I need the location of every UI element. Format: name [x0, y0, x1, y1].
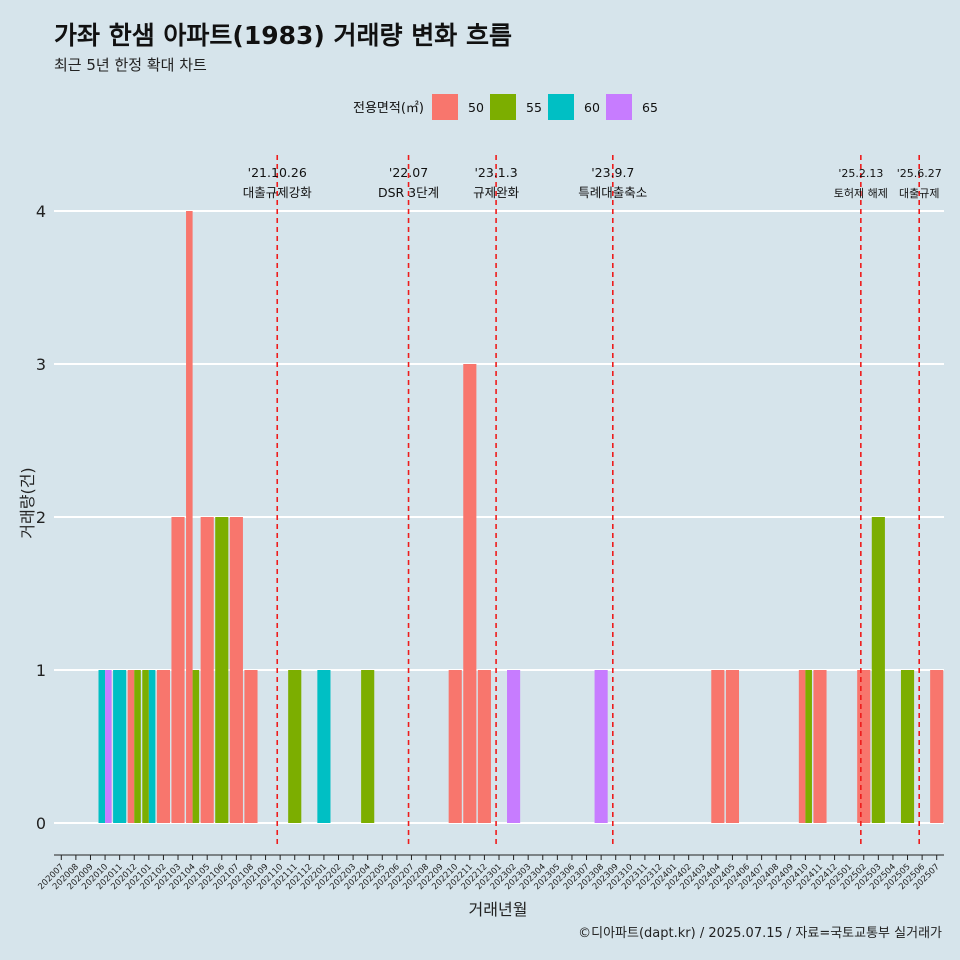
bar-202010-65: [105, 670, 112, 823]
event-label-2: 규제완화: [473, 185, 520, 200]
event-label-3: 특례대출축소: [578, 185, 647, 200]
bar-202011-60: [113, 670, 127, 823]
bar-202410-55: [805, 670, 812, 823]
legend-label-50: 50: [468, 100, 484, 115]
x-axis: 2020072020082020092020102020112020122021…: [36, 854, 944, 892]
legend-swatch-50: [432, 94, 458, 120]
bar-202201-60: [317, 670, 331, 823]
legend-swatch-60: [548, 94, 574, 120]
bar-202404-50: [711, 670, 725, 823]
bar-202210-50: [448, 670, 462, 823]
legend-swatch-55: [490, 94, 516, 120]
bar-202211-50: [463, 364, 477, 823]
legend-title: 전용면적(㎡): [353, 101, 424, 116]
bar-202101-55: [142, 670, 149, 823]
y-tick-label-1: 1: [36, 661, 46, 680]
legend: 전용면적(㎡) 50 55 60 65: [353, 94, 658, 120]
legend-label-55: 55: [526, 100, 542, 115]
bar-202010-60: [98, 670, 106, 823]
source-caption: ©디아파트(dapt.kr) / 2025.07.15 / 자료=국토교통부 실…: [578, 926, 942, 941]
bar-202105-50: [200, 517, 214, 823]
bar-202107-50: [229, 517, 243, 823]
bar-202505-55: [900, 670, 915, 823]
bars: [98, 211, 944, 823]
legend-label-60: 60: [584, 100, 600, 115]
event-label-5: 대출규제: [899, 187, 939, 200]
event-label-0: 대출규제강화: [243, 185, 313, 200]
bar-202410-50: [798, 670, 806, 823]
bar-202111-55: [288, 670, 302, 823]
event-date-4: '25.2.13: [838, 167, 883, 180]
bar-202502-50: [857, 670, 871, 823]
bar-202101-60: [148, 670, 156, 823]
y-tick-label-4: 4: [36, 202, 46, 221]
y-tick-label-2: 2: [36, 508, 46, 527]
event-label-4: 토허제 해제: [834, 186, 888, 200]
bar-202104-55: [192, 670, 200, 823]
legend-swatch-65: [606, 94, 632, 120]
bar-202104-50: [186, 211, 193, 823]
y-axis-title: 거래량(건): [18, 467, 37, 538]
bar-202102-50: [156, 670, 170, 823]
bar-202308-65: [594, 670, 608, 823]
bar-202212-50: [477, 670, 491, 823]
event-date-0: '21.10.26: [248, 165, 307, 180]
bar-202106-55: [215, 517, 229, 823]
bar-202507-50: [930, 670, 944, 823]
event-date-2: '23.1.3: [474, 165, 517, 180]
event-date-1: '22.07: [389, 165, 428, 180]
x-axis-title: 거래년월: [469, 900, 528, 919]
bar-202204-55: [361, 670, 375, 823]
chart-subtitle: 최근 5년 한정 확대 차트: [54, 56, 207, 74]
bar-202503-55: [871, 517, 885, 823]
event-date-5: '25.6.27: [897, 167, 942, 180]
bar-202012-50: [127, 670, 135, 823]
bar-202302-65: [507, 670, 521, 823]
bar-202108-50: [244, 670, 258, 823]
chart-title: 가좌 한샘 아파트(1983) 거래량 변화 흐름: [54, 21, 512, 50]
bar-202405-50: [725, 670, 740, 823]
y-axis: 0 1 2 3 4: [36, 202, 46, 833]
legend-label-65: 65: [642, 100, 658, 115]
event-label-1: DSR 3단계: [378, 185, 439, 200]
y-tick-label-0: 0: [36, 814, 46, 833]
bar-202411-50: [813, 670, 827, 823]
event-annotations: '21.10.26 대출규제강화 '22.07 DSR 3단계 '23.1.3 규제완화 '…: [243, 155, 942, 845]
event-date-3: '23.9.7: [591, 165, 634, 180]
y-tick-label-3: 3: [36, 355, 46, 374]
bar-202012-55: [134, 670, 141, 823]
bar-202103-50: [171, 517, 185, 823]
